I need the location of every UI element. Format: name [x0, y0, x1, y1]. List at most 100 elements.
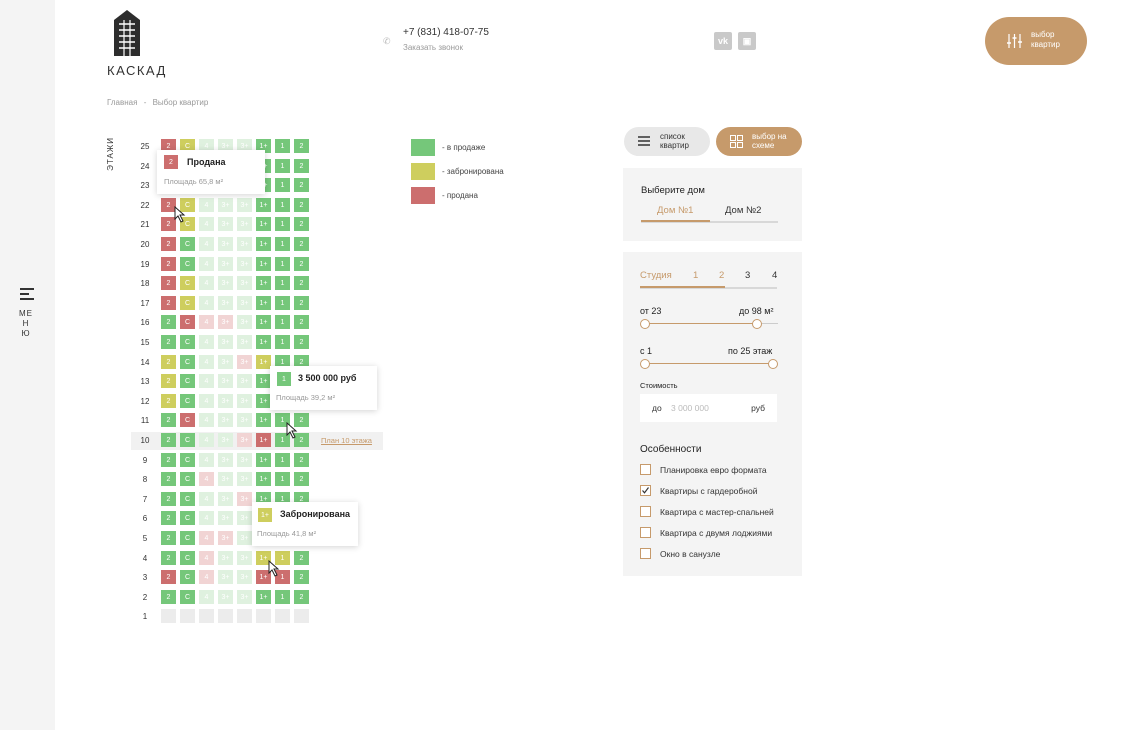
apartment-cell[interactable]: 3+ — [237, 315, 252, 329]
area-slider-max-handle[interactable] — [752, 319, 762, 329]
apartment-cell[interactable]: 4 — [199, 551, 214, 565]
apartment-cell[interactable]: 3+ — [218, 531, 233, 545]
vk-icon[interactable]: vk — [714, 32, 732, 50]
apartment-cell[interactable]: 3+ — [218, 492, 233, 506]
apartment-cell[interactable]: 3+ — [218, 453, 233, 467]
apartment-cell[interactable]: С — [180, 511, 195, 525]
instagram-icon[interactable]: ▣ — [738, 32, 756, 50]
apartment-cell[interactable]: 2 — [294, 355, 309, 369]
apartment-cell[interactable]: 1+ — [256, 139, 271, 153]
apartment-cell[interactable]: С — [180, 374, 195, 388]
apartment-cell[interactable]: 1 — [275, 472, 290, 486]
apartment-cell[interactable]: 2 — [294, 237, 309, 251]
apartment-cell[interactable]: 2 — [294, 453, 309, 467]
apartment-cell[interactable]: С — [180, 472, 195, 486]
apartment-cell[interactable]: 1+ — [256, 217, 271, 231]
apartment-cell[interactable]: 1+ — [256, 453, 271, 467]
apartment-cell[interactable]: С — [180, 276, 195, 290]
room-tab-3[interactable]: 3 — [745, 270, 751, 281]
apartment-cell[interactable]: 4 — [199, 296, 214, 310]
apartment-cell[interactable]: 1 — [275, 296, 290, 310]
apartment-cell[interactable]: 3+ — [237, 531, 252, 545]
apartment-cell[interactable]: 3+ — [218, 198, 233, 212]
feature-checkbox-euro[interactable] — [640, 464, 651, 475]
apartment-cell[interactable]: 3+ — [237, 237, 252, 251]
apartment-cell[interactable]: С — [180, 394, 195, 408]
apartment-cell[interactable]: 4 — [199, 315, 214, 329]
floor-slider-min-handle[interactable] — [640, 359, 650, 369]
apartment-cell[interactable]: 1+ — [256, 276, 271, 290]
apartment-cell[interactable]: С — [180, 433, 195, 447]
apartment-cell[interactable]: 1 — [275, 453, 290, 467]
apartment-cell[interactable]: 3+ — [218, 296, 233, 310]
apartment-cell[interactable]: 2 — [161, 355, 176, 369]
apartment-cell[interactable]: 4 — [199, 531, 214, 545]
apartment-cell[interactable]: 3+ — [218, 472, 233, 486]
apartment-cell[interactable]: 3+ — [237, 335, 252, 349]
apartment-cell[interactable]: 2 — [294, 198, 309, 212]
apartment-cell[interactable]: 3+ — [218, 433, 233, 447]
apartment-cell[interactable]: 4 — [199, 492, 214, 506]
feature-checkbox-master-bedroom[interactable] — [640, 506, 651, 517]
apartment-cell[interactable]: 4 — [199, 198, 214, 212]
feature-checkbox-two-loggias[interactable] — [640, 527, 651, 538]
apartment-cell[interactable]: 1 — [275, 276, 290, 290]
apartment-cell[interactable]: 2 — [294, 276, 309, 290]
apartment-cell[interactable]: 1+ — [256, 472, 271, 486]
apartment-cell[interactable]: 1 — [275, 159, 290, 173]
apartment-cell[interactable]: 3+ — [237, 296, 252, 310]
apartment-cell[interactable]: 1 — [275, 335, 290, 349]
apartment-cell[interactable]: 1+ — [256, 198, 271, 212]
room-tab-2[interactable]: 2 — [719, 270, 725, 281]
apartment-cell[interactable]: 3+ — [237, 492, 252, 506]
apartment-cell[interactable]: 1+ — [256, 257, 271, 271]
apartment-cell[interactable]: 3+ — [218, 276, 233, 290]
apartment-cell[interactable]: 4 — [199, 413, 214, 427]
apartment-cell[interactable]: 2 — [161, 511, 176, 525]
apartment-cell[interactable]: 3+ — [218, 590, 233, 604]
apartment-cell[interactable]: 3+ — [218, 413, 233, 427]
apartment-cell[interactable]: 1+ — [256, 296, 271, 310]
apartment-cell[interactable]: 4 — [199, 257, 214, 271]
area-slider-min-handle[interactable] — [640, 319, 650, 329]
apartment-cell[interactable]: 1+ — [256, 590, 271, 604]
apartment-cell[interactable]: 2 — [161, 315, 176, 329]
apartment-cell[interactable]: 3+ — [237, 217, 252, 231]
apartment-cell[interactable]: 3+ — [237, 433, 252, 447]
apartment-cell[interactable]: 2 — [294, 433, 309, 447]
apartment-cell[interactable]: 1 — [275, 139, 290, 153]
apartment-cell[interactable]: 1+ — [256, 570, 271, 584]
apartment-cell[interactable]: 4 — [199, 433, 214, 447]
apartment-cell[interactable]: 3+ — [237, 570, 252, 584]
breadcrumb-home[interactable]: Главная — [107, 98, 138, 107]
apartment-cell[interactable]: 3+ — [237, 257, 252, 271]
apartment-cell[interactable]: 3+ — [218, 374, 233, 388]
apartment-cell[interactable]: 2 — [161, 472, 176, 486]
phone-number[interactable]: +7 (831) 418-07-75 — [403, 27, 489, 38]
list-view-button[interactable]: список квартир — [624, 127, 710, 156]
apartment-cell[interactable]: 1 — [275, 590, 290, 604]
apartment-cell[interactable]: 2 — [161, 433, 176, 447]
apartment-cell[interactable]: 2 — [161, 257, 176, 271]
apartment-cell[interactable]: 2 — [294, 472, 309, 486]
apartment-cell[interactable]: 4 — [199, 335, 214, 349]
apartment-cell[interactable]: 1+ — [256, 433, 271, 447]
apartment-cell[interactable]: С — [180, 315, 195, 329]
apartment-cell[interactable]: 1+ — [256, 413, 271, 427]
apartment-cell[interactable]: 2 — [161, 296, 176, 310]
apartment-cell[interactable]: С — [180, 237, 195, 251]
apartment-cell[interactable]: 4 — [199, 276, 214, 290]
apartment-cell[interactable]: С — [180, 355, 195, 369]
menu-button[interactable]: МЕНЮ — [19, 287, 35, 339]
apartment-cell[interactable]: С — [180, 570, 195, 584]
apartment-cell[interactable]: 4 — [199, 237, 214, 251]
apartment-cell[interactable]: 1 — [275, 355, 290, 369]
apartment-cell[interactable]: 2 — [294, 551, 309, 565]
apartment-cell[interactable]: 3+ — [237, 413, 252, 427]
apartment-cell[interactable]: 1+ — [256, 335, 271, 349]
apartment-cell[interactable]: 1 — [275, 237, 290, 251]
apartment-cell[interactable]: 3+ — [218, 237, 233, 251]
tab-house-2[interactable]: Дом №2 — [725, 205, 762, 216]
apartment-cell[interactable]: С — [180, 139, 195, 153]
apartment-cell[interactable]: 4 — [199, 570, 214, 584]
